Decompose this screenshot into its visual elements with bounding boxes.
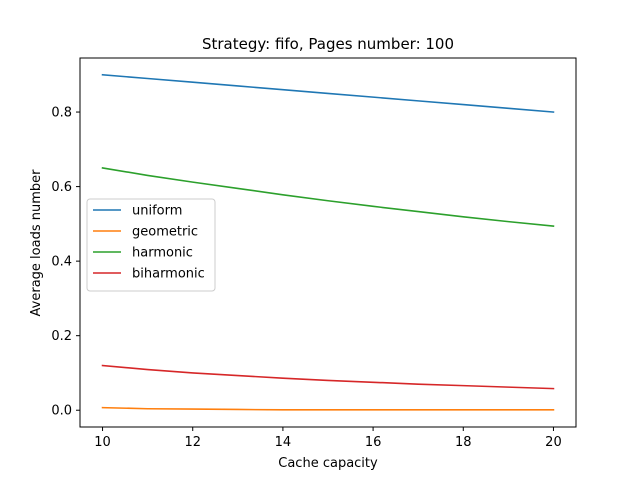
plot-frame [79,57,577,428]
x-axis-label: Cache capacity [278,456,378,471]
legend-label-harmonic: harmonic [132,246,193,261]
series-line-geometric [101,406,555,411]
y-tick-label: 0.6 [51,180,72,195]
axis-ticks: 10 12 14 16 18 20 0.0 0.2 0.4 0.6 0.8 [51,106,561,450]
chart-title: Strategy: fifo, Pages number: 100 [202,35,454,53]
x-tick-label: 14 [275,435,292,450]
x-tick-label: 16 [365,435,382,450]
series-line-harmonic [101,167,555,227]
series-line-uniform [101,73,555,113]
y-tick-label: 0.8 [51,106,72,121]
y-axis-label: Average loads number [29,169,44,317]
legend-label-uniform: uniform [132,204,182,219]
legend-label-biharmonic: biharmonic [132,267,205,282]
x-tick-label: 10 [94,435,111,450]
y-tick-label: 0.2 [51,329,72,344]
series-line-biharmonic [101,364,555,390]
x-tick-label: 12 [184,435,201,450]
legend-box [86,198,216,292]
series-lines [101,73,555,411]
legend-label-geometric: geometric [132,225,198,240]
y-tick-label: 0.0 [51,404,72,419]
y-tick-label: 0.4 [51,255,72,270]
x-tick-label: 20 [545,435,562,450]
legend: uniform geometric harmonic biharmonic [86,198,216,292]
x-tick-label: 18 [455,435,472,450]
